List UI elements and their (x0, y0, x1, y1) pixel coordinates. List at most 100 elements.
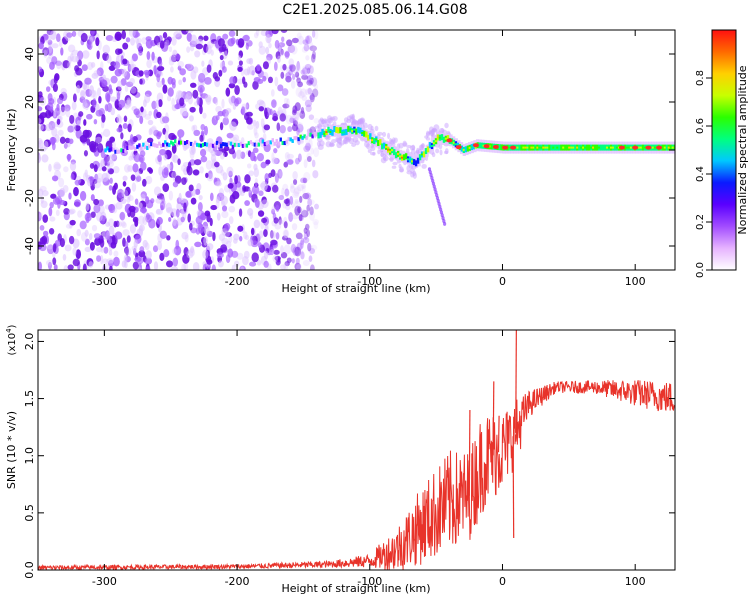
noise-speckle (146, 59, 152, 69)
signal-core (570, 146, 573, 149)
signal-cell (287, 137, 290, 142)
noise-speckle (283, 97, 289, 104)
signal-cell (365, 131, 368, 138)
noise-speckle (178, 192, 182, 203)
noise-speckle (106, 54, 112, 64)
noise-speckle (187, 95, 193, 105)
noise-speckle (429, 131, 435, 137)
noise-speckle (277, 84, 284, 92)
noise-speckle (253, 163, 258, 171)
noise-speckle (240, 106, 246, 116)
noise-speckle (69, 161, 77, 171)
noise-speckle (38, 106, 43, 112)
noise-speckle (221, 66, 227, 73)
noise-speckle (296, 122, 304, 129)
noise-speckle (214, 149, 223, 157)
noise-speckle (231, 264, 236, 270)
noise-speckle (184, 93, 189, 103)
noise-speckle (194, 241, 202, 248)
signal-cell (221, 142, 225, 147)
signal-cell (331, 129, 334, 136)
noise-speckle (108, 218, 115, 228)
noise-speckle (42, 214, 49, 223)
colorbar-scale (711, 29, 737, 271)
noise-speckle (261, 217, 268, 224)
noise-speckle (42, 47, 50, 56)
noise-speckle (80, 89, 86, 97)
snr-frame (37, 329, 676, 571)
noise-speckle (84, 212, 92, 222)
noise-speckle (101, 79, 108, 88)
signal-cell (156, 143, 159, 148)
noise-speckle (249, 151, 256, 162)
signal-cell (333, 126, 336, 133)
signal-cell (369, 133, 372, 140)
noise-speckle (283, 221, 288, 229)
noise-speckle (269, 230, 277, 239)
noise-speckle (89, 176, 93, 187)
noise-speckle (273, 157, 280, 165)
noise-speckle (55, 59, 62, 70)
signal-cell (249, 140, 253, 145)
noise-speckle (218, 188, 225, 198)
signal-cell (217, 143, 221, 148)
noise-speckle (134, 198, 139, 205)
noise-speckle (130, 86, 137, 94)
signal-cell (245, 143, 249, 148)
noise-speckle (309, 211, 315, 221)
colorbar-tick-label: 0.2 (695, 214, 706, 230)
noise-speckle (220, 200, 226, 207)
noise-speckle (302, 177, 308, 184)
snr-spike (515, 330, 517, 433)
noise-speckle (95, 109, 104, 117)
signal-cell (229, 141, 233, 146)
noise-speckle (140, 191, 147, 199)
noise-speckle (90, 30, 95, 36)
noise-speckle (248, 189, 253, 198)
signal-cell (558, 144, 561, 151)
noise-speckle (288, 58, 295, 66)
noise-speckle (121, 222, 127, 229)
signal-cell (408, 156, 412, 163)
signal-cell (114, 149, 117, 154)
noise-speckle (300, 251, 305, 260)
noise-speckle (163, 154, 168, 161)
noise-speckle (109, 177, 113, 184)
signal-core (562, 146, 565, 149)
noise-speckle (199, 134, 204, 142)
noise-speckle (314, 83, 319, 90)
signal-cell (112, 147, 115, 152)
noise-speckle (168, 46, 173, 53)
signal-cell (404, 153, 408, 160)
noise-speckle (270, 230, 274, 239)
noise-speckle (196, 210, 202, 216)
noise-speckle (80, 32, 88, 43)
noise-speckle (285, 198, 291, 207)
signal-cell (203, 142, 207, 147)
noise-speckle (49, 216, 56, 222)
signal-cell (132, 145, 135, 150)
noise-speckle (63, 166, 69, 173)
noise-speckle (107, 259, 115, 268)
noise-speckle (425, 137, 431, 141)
noise-speckle (44, 123, 53, 132)
signal-cell (124, 148, 127, 153)
noise-speckle (131, 182, 137, 192)
noise-speckle (214, 97, 219, 106)
noise-speckle (297, 81, 303, 88)
noise-speckle (228, 148, 236, 155)
noise-speckle (134, 219, 139, 227)
noise-speckle (307, 198, 313, 207)
noise-speckle (228, 83, 236, 89)
noise-speckle (70, 173, 75, 180)
noise-speckle (307, 87, 313, 95)
noise-speckle (59, 136, 66, 144)
noise-speckle (168, 190, 174, 201)
noise-speckle (223, 146, 230, 152)
signal-cell (345, 128, 348, 135)
noise-speckle (294, 102, 301, 112)
noise-speckle (255, 30, 260, 37)
noise-speckle (406, 170, 413, 175)
noise-speckle (199, 105, 203, 115)
noise-speckle (205, 160, 213, 170)
